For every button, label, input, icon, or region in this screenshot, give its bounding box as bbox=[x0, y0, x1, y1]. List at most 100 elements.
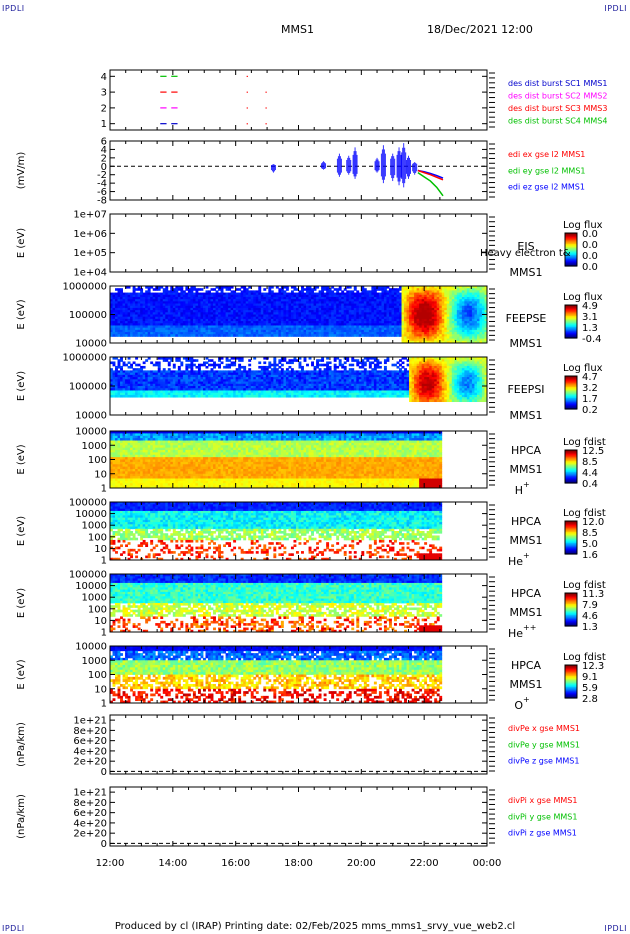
feepsi-pixel bbox=[112, 383, 116, 387]
feepse-pixel bbox=[238, 294, 242, 298]
burst-burst-dot bbox=[246, 123, 248, 125]
feepse-pixel bbox=[243, 327, 247, 331]
feepse-pixel bbox=[145, 301, 149, 304]
feepse-pixel bbox=[162, 288, 166, 291]
feepse-pixel bbox=[434, 299, 438, 302]
feepse-pixel bbox=[416, 316, 420, 320]
feepse-pixel bbox=[346, 290, 350, 293]
feepse-pixel bbox=[122, 334, 126, 337]
feepse-colorbar-tick: -0.4 bbox=[582, 334, 602, 345]
feepse-pixel bbox=[361, 290, 365, 293]
feepsi-pixel bbox=[260, 365, 264, 369]
feepse-pixel bbox=[434, 301, 438, 304]
feepse-pixel bbox=[391, 299, 395, 302]
feepse-pixel bbox=[446, 290, 450, 293]
feepse-pixel bbox=[308, 329, 312, 333]
feepse-pixel bbox=[215, 299, 219, 302]
feepse-pixel bbox=[223, 299, 227, 302]
feepse-pixel bbox=[303, 296, 307, 300]
feepse-pixel bbox=[290, 294, 294, 298]
feepse-pixel bbox=[456, 314, 460, 318]
feepse-pixel bbox=[253, 305, 257, 309]
feepse-pixel bbox=[333, 294, 337, 298]
feepse-pixel bbox=[175, 303, 179, 307]
feepsi-pixel bbox=[283, 370, 287, 374]
feepsi-pixel bbox=[298, 377, 302, 380]
feepse-pixel bbox=[386, 299, 390, 302]
feepse-pixel bbox=[235, 318, 239, 322]
feepse-pixel bbox=[150, 296, 154, 300]
feepse-pixel bbox=[122, 310, 126, 313]
feepse-pixel bbox=[479, 310, 483, 313]
feepse-pixel bbox=[223, 314, 227, 318]
feepse-pixel bbox=[263, 294, 267, 298]
feepse-pixel bbox=[404, 292, 407, 296]
feepse-pixel bbox=[331, 325, 335, 329]
feepsi-pixel bbox=[260, 390, 264, 394]
feepse-pixel bbox=[258, 327, 262, 331]
feepse-pixel bbox=[298, 307, 302, 311]
feepsi-pixel bbox=[155, 377, 159, 380]
feepse-pixel bbox=[200, 303, 204, 307]
feepse-pixel bbox=[469, 296, 473, 300]
feepse-pixel bbox=[162, 321, 166, 324]
feepse-pixel bbox=[122, 323, 126, 326]
feepse-pixel bbox=[238, 301, 242, 304]
feepsi-pixel bbox=[125, 372, 128, 376]
feepse-pixel bbox=[439, 312, 443, 315]
feepsi-pixel bbox=[293, 388, 297, 391]
feepse-pixel bbox=[454, 327, 458, 331]
feepse-pixel bbox=[220, 307, 224, 311]
feepsi-pixel bbox=[280, 370, 284, 374]
feepsi-pixel bbox=[285, 386, 289, 389]
feepse-pixel bbox=[431, 299, 435, 302]
feepse-pixel bbox=[195, 329, 199, 333]
feepse-pixel bbox=[130, 301, 134, 304]
feepse-pixel bbox=[135, 316, 139, 320]
feepse-pixel bbox=[378, 321, 382, 324]
feepse-pixel bbox=[373, 316, 377, 320]
feepse-pixel bbox=[333, 303, 337, 307]
feepse-pixel bbox=[308, 325, 312, 329]
feepse-pixel bbox=[456, 323, 460, 326]
feepsi-pixel bbox=[228, 370, 232, 374]
feepsi-pixel bbox=[110, 361, 113, 365]
feepse-pixel bbox=[205, 316, 209, 320]
feepse-pixel bbox=[333, 301, 337, 304]
feepse-pixel bbox=[343, 325, 347, 329]
feepse-pixel bbox=[245, 299, 249, 302]
feepse-pixel bbox=[293, 327, 297, 331]
feepsi-pixel bbox=[210, 390, 214, 394]
feepse-pixel bbox=[456, 321, 460, 324]
feepse-pixel bbox=[142, 307, 146, 311]
feepse-pixel bbox=[117, 307, 121, 311]
feepse-pixel bbox=[268, 329, 272, 333]
feepse-pixel bbox=[283, 299, 287, 302]
feepse-pixel bbox=[308, 299, 312, 302]
feepse-pixel bbox=[115, 318, 118, 322]
feepse-pixel bbox=[233, 312, 237, 315]
feepse-pixel bbox=[303, 327, 307, 331]
feepse-pixel bbox=[394, 310, 397, 313]
feepse-pixel bbox=[454, 316, 458, 320]
feepse-pixel bbox=[125, 329, 128, 333]
feepse-pixel bbox=[439, 329, 443, 333]
feepsi-pixel bbox=[192, 377, 196, 380]
feepse-pixel bbox=[414, 329, 418, 333]
feepse-pixel bbox=[308, 305, 312, 309]
feepse-pixel bbox=[155, 303, 159, 307]
feepsi-pixel bbox=[228, 390, 232, 394]
feepse-pixel bbox=[122, 294, 126, 298]
feepsi-pixel bbox=[110, 383, 113, 387]
feepse-pixel bbox=[165, 312, 169, 315]
feepse-pixel bbox=[421, 325, 425, 329]
feepse-pixel bbox=[165, 323, 169, 326]
feepse-pixel bbox=[218, 321, 221, 324]
feepse-pixel bbox=[474, 338, 478, 342]
feepse-pixel bbox=[353, 305, 357, 309]
feepse-pixel bbox=[308, 316, 312, 320]
feepsi-pixel bbox=[165, 388, 169, 391]
feepse-pixel bbox=[363, 334, 367, 337]
feepse-pixel bbox=[484, 314, 488, 318]
feepse-pixel bbox=[373, 303, 377, 307]
